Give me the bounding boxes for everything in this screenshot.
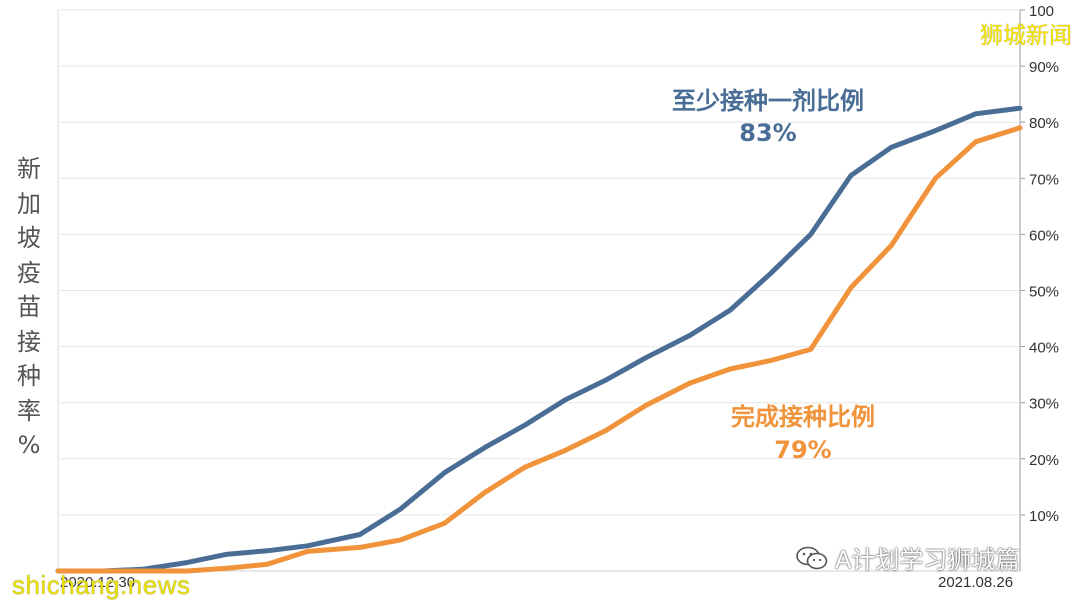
y-tick-label: 30% bbox=[1029, 396, 1059, 413]
annotation-value-completed: 79% bbox=[774, 436, 831, 464]
y-tick-label: 10% bbox=[1029, 508, 1059, 525]
y-axis-ticks: 10% 20% 30% 40% 50% 60% 70% 80% 90% 100 bbox=[1020, 3, 1059, 525]
series-lines bbox=[55, 105, 1023, 574]
y-axis-title-char: 接 bbox=[17, 327, 41, 356]
y-axis-title-char: 加 bbox=[17, 189, 41, 218]
y-axis-title-char: % bbox=[17, 431, 41, 459]
annotation-label-completed: 完成接种比例 bbox=[731, 403, 875, 431]
y-tick-label: 70% bbox=[1029, 171, 1059, 188]
watermark-wechat-text: A计划学习狮城篇 bbox=[835, 546, 1020, 574]
annotation-value-first_dose: 83% bbox=[739, 119, 796, 147]
y-tick-label: 80% bbox=[1029, 115, 1059, 132]
watermark-bottom-left: shichang.news bbox=[12, 570, 191, 600]
y-axis-title-char: 坡 bbox=[17, 224, 41, 252]
y-axis-title-char: 疫 bbox=[17, 258, 41, 287]
y-tick-label: 100 bbox=[1029, 3, 1054, 20]
y-axis-title-char: 苗 bbox=[17, 293, 41, 321]
y-axis-title: 新加坡疫苗接种率% bbox=[14, 152, 44, 463]
y-axis-title-char: 种 bbox=[17, 362, 41, 390]
watermark-top-right: 狮城新闻 bbox=[980, 23, 1072, 49]
annotation-label-first_dose: 至少接种一剂比例 bbox=[672, 87, 864, 115]
y-axis-title-char: 新 bbox=[17, 155, 41, 183]
watermark-wechat: A计划学习狮城篇 bbox=[795, 540, 1019, 575]
y-tick-label: 60% bbox=[1029, 227, 1059, 244]
series-line-first_dose bbox=[55, 105, 1023, 574]
series-line-completed bbox=[55, 125, 1023, 574]
y-tick-label: 20% bbox=[1029, 452, 1059, 469]
y-tick-label: 90% bbox=[1029, 59, 1059, 76]
wechat-icon bbox=[796, 546, 828, 569]
annotations: 至少接种一剂比例 83% 完成接种比例 79% bbox=[672, 87, 875, 464]
y-axis-title-char: 率 bbox=[17, 396, 41, 425]
x-tick-label: 2021.08.26 bbox=[938, 574, 1013, 591]
x-tick-label: 2020.12.30 bbox=[60, 574, 135, 591]
y-tick-label: 40% bbox=[1029, 340, 1059, 357]
y-tick-label: 50% bbox=[1029, 284, 1059, 301]
x-axis-ticks: 2020.12.30 2021.08.26 bbox=[60, 574, 1013, 591]
